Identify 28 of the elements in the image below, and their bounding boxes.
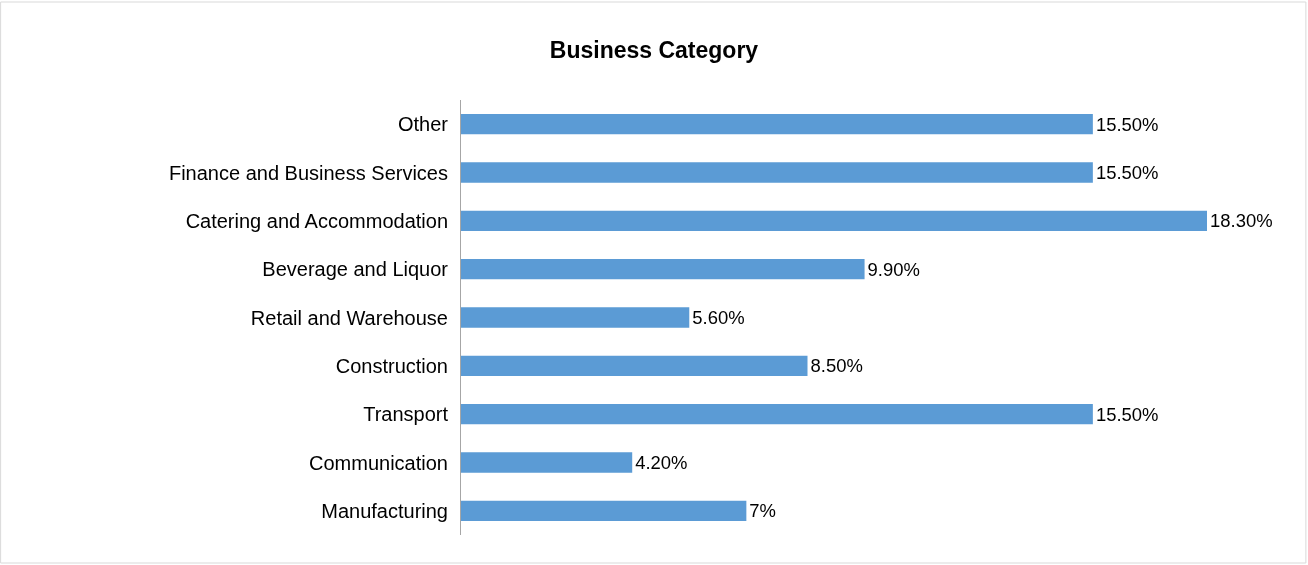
bar [461, 210, 1207, 231]
bar [461, 114, 1093, 135]
y-tick-label: Retail and Warehouse [250, 306, 448, 329]
data-label: 8.50% [810, 355, 863, 377]
bar [461, 404, 1093, 425]
data-label: 5.60% [692, 306, 745, 328]
chart-title: Business Category [549, 37, 759, 64]
bar [461, 452, 633, 473]
y-tick-label: Beverage and Liquor [262, 258, 449, 281]
bar [461, 307, 690, 328]
data-label: 15.50% [1095, 403, 1159, 425]
y-tick-label: Catering and Accommodation [185, 209, 448, 232]
y-tick-label: Other [397, 113, 449, 136]
y-tick-label: Finance and Business Services [168, 161, 448, 184]
y-tick-label: Construction [335, 354, 448, 377]
data-label: 4.20% [635, 451, 688, 473]
y-tick-label: Communication [309, 451, 448, 474]
data-label: 18.30% [1210, 210, 1273, 232]
y-tick-label: Manufacturing [321, 499, 448, 522]
data-label: 15.50% [1095, 113, 1159, 135]
bar [461, 500, 747, 521]
data-label: 15.50% [1095, 161, 1159, 183]
bar [461, 355, 808, 376]
bar [461, 259, 865, 280]
data-label: 7% [749, 500, 777, 522]
bar [461, 162, 1093, 183]
y-tick-label: Transport [363, 403, 449, 426]
data-label: 9.90% [867, 258, 920, 280]
